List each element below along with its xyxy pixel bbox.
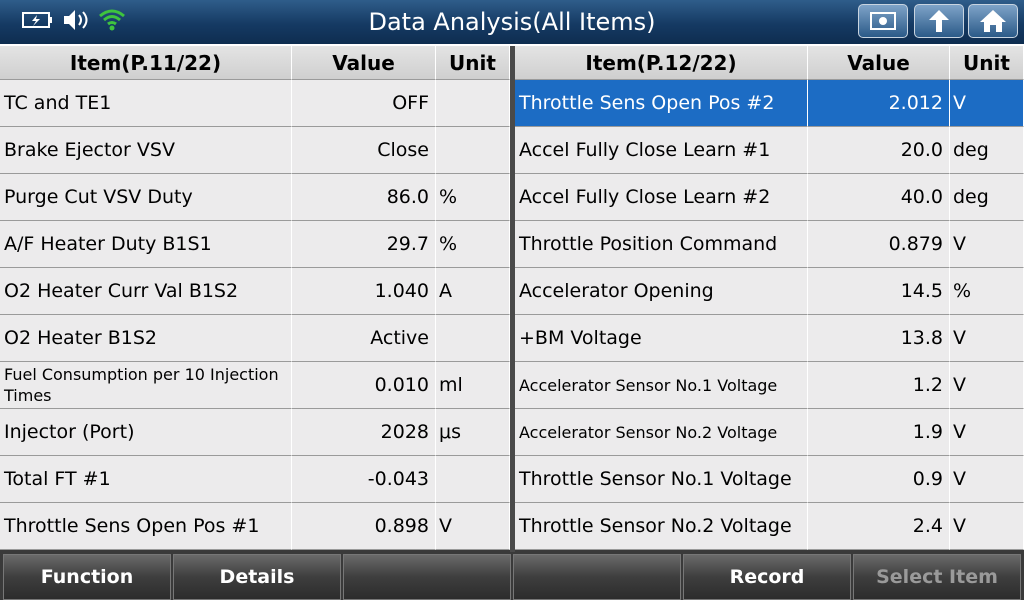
footer-button: Select Item: [853, 554, 1021, 600]
unit-cell[interactable]: [436, 80, 510, 127]
item-cell[interactable]: Brake Ejector VSV: [0, 127, 292, 174]
footer-button: [513, 554, 681, 600]
item-cell[interactable]: Accelerator Sensor No.1 Voltage: [515, 362, 808, 409]
value-cell[interactable]: 20.0: [808, 127, 950, 174]
status-icons: [22, 9, 125, 31]
unit-cell[interactable]: %: [436, 174, 510, 221]
value-cell[interactable]: 2.4: [808, 503, 950, 550]
value-cell[interactable]: 0.9: [808, 456, 950, 503]
item-cell[interactable]: Injector (Port): [0, 409, 292, 456]
unit-cell[interactable]: μs: [436, 409, 510, 456]
footer-button: [343, 554, 511, 600]
item-cell[interactable]: O2 Heater B1S2: [0, 315, 292, 362]
unit-cell[interactable]: A: [436, 268, 510, 315]
value-cell[interactable]: 29.7: [292, 221, 436, 268]
item-cell[interactable]: Purge Cut VSV Duty: [0, 174, 292, 221]
item-cell[interactable]: Fuel Consumption per 10 Injection Times: [0, 362, 292, 409]
item-cell[interactable]: Accelerator Sensor No.2 Voltage: [515, 409, 808, 456]
item-cell[interactable]: +BM Voltage: [515, 315, 808, 362]
separator: [0, 44, 1024, 46]
icon: [870, 12, 896, 30]
home-button[interactable]: [968, 4, 1018, 38]
value-cell[interactable]: 1.040: [292, 268, 436, 315]
icon: [929, 10, 949, 32]
footer-button[interactable]: Record: [683, 554, 851, 600]
column-header: Unit: [436, 46, 510, 80]
value-cell[interactable]: 1.2: [808, 362, 950, 409]
column-header: Unit: [950, 46, 1024, 80]
unit-cell[interactable]: V: [436, 503, 510, 550]
unit-cell[interactable]: deg: [950, 174, 1024, 221]
value-cell[interactable]: Close: [292, 127, 436, 174]
top-bar: Data Analysis(All Items): [0, 0, 1024, 44]
icon: [980, 10, 1006, 32]
unit-cell[interactable]: V: [950, 80, 1024, 127]
unit-cell[interactable]: [436, 456, 510, 503]
item-cell[interactable]: Throttle Sens Open Pos #1: [0, 503, 292, 550]
value-cell[interactable]: 0.898: [292, 503, 436, 550]
unit-cell[interactable]: V: [950, 456, 1024, 503]
footer-button[interactable]: Function: [3, 554, 171, 600]
unit-cell[interactable]: V: [950, 503, 1024, 550]
value-cell[interactable]: -0.043: [292, 456, 436, 503]
value-cell[interactable]: 13.8: [808, 315, 950, 362]
value-cell[interactable]: 2028: [292, 409, 436, 456]
value-cell[interactable]: 86.0: [292, 174, 436, 221]
back-button[interactable]: [914, 4, 964, 38]
value-cell[interactable]: OFF: [292, 80, 436, 127]
unit-cell[interactable]: V: [950, 409, 1024, 456]
item-cell[interactable]: Accel Fully Close Learn #2: [515, 174, 808, 221]
value-cell[interactable]: 1.9: [808, 409, 950, 456]
value-cell[interactable]: 0.010: [292, 362, 436, 409]
unit-cell[interactable]: %: [436, 221, 510, 268]
item-cell[interactable]: Accelerator Opening: [515, 268, 808, 315]
snapshot-button[interactable]: [858, 4, 908, 38]
item-cell[interactable]: Throttle Sensor No.2 Voltage: [515, 503, 808, 550]
unit-cell[interactable]: %: [950, 268, 1024, 315]
column-header: Value: [292, 46, 436, 80]
item-cell[interactable]: Total FT #1: [0, 456, 292, 503]
unit-cell[interactable]: deg: [950, 127, 1024, 174]
column-header: Value: [808, 46, 950, 80]
item-cell[interactable]: Throttle Sensor No.1 Voltage: [515, 456, 808, 503]
value-cell[interactable]: 0.879: [808, 221, 950, 268]
value-cell[interactable]: Active: [292, 315, 436, 362]
column-header: Item(P.11/22): [0, 46, 292, 80]
table-divider: [510, 46, 515, 552]
item-cell[interactable]: Throttle Position Command: [515, 221, 808, 268]
value-cell[interactable]: 40.0: [808, 174, 950, 221]
item-cell[interactable]: Throttle Sens Open Pos #2: [515, 80, 808, 127]
title: Data Analysis(All Items): [368, 8, 656, 36]
unit-cell[interactable]: V: [950, 221, 1024, 268]
unit-cell[interactable]: ml: [436, 362, 510, 409]
unit-cell[interactable]: [436, 127, 510, 174]
value-cell[interactable]: 14.5: [808, 268, 950, 315]
column-header: Item(P.12/22): [515, 46, 808, 80]
unit-cell[interactable]: V: [950, 362, 1024, 409]
item-cell[interactable]: Accel Fully Close Learn #1: [515, 127, 808, 174]
value-cell[interactable]: 2.012: [808, 80, 950, 127]
item-cell[interactable]: O2 Heater Curr Val B1S2: [0, 268, 292, 315]
unit-cell[interactable]: V: [950, 315, 1024, 362]
item-cell[interactable]: TC and TE1: [0, 80, 292, 127]
footer-button[interactable]: Details: [173, 554, 341, 600]
item-cell[interactable]: A/F Heater Duty B1S1: [0, 221, 292, 268]
unit-cell[interactable]: [436, 315, 510, 362]
